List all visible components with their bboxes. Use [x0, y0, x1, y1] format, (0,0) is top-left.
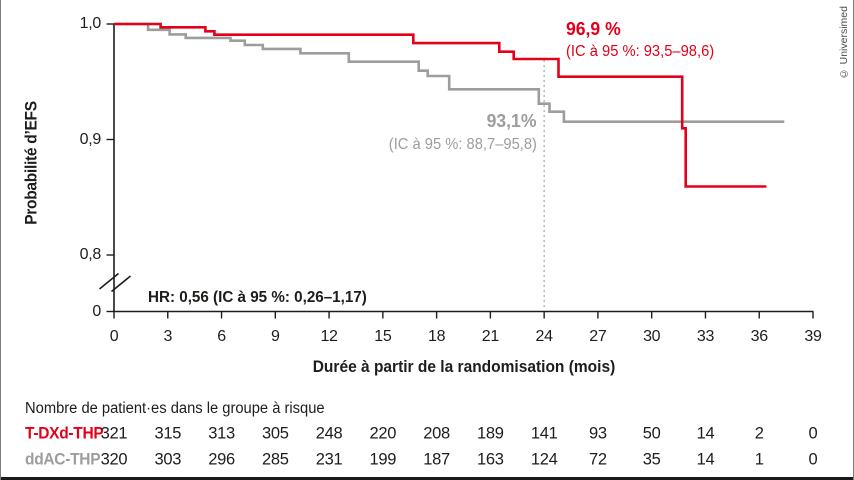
x-tick-label: 30	[643, 328, 661, 345]
risk-count: 35	[642, 450, 661, 468]
x-axis-title: Durée à partir de la randomisation (mois…	[312, 358, 616, 376]
efs-curve-ddAC-THP	[114, 22, 785, 123]
tdxd-landmark-value: 96,9 %	[566, 18, 621, 39]
x-tick-label: 39	[804, 328, 822, 345]
risk-count: 199	[369, 450, 397, 468]
copyright-watermark: © Universimed	[838, 6, 850, 80]
risk-row-label-T-DXd-THP: T-DXd-THP	[25, 424, 104, 443]
efs-curve-T-DXd-THP	[114, 22, 767, 188]
axis-break-mark	[98, 272, 120, 290]
y-axis-title-text: Probabilité d’EFS	[22, 101, 41, 225]
x-tick-label: 27	[589, 328, 607, 345]
risk-count: 0	[808, 424, 818, 443]
x-tick-label: 36	[750, 328, 769, 345]
y-tick-label: 0,8	[79, 246, 102, 263]
risk-count: 14	[696, 450, 715, 468]
risk-count: 0	[808, 450, 818, 468]
risk-count: 2	[754, 424, 764, 443]
x-tick-label: 15	[374, 328, 392, 345]
x-tick-label: 6	[217, 328, 226, 345]
y-tick-label: 1,0	[79, 15, 102, 32]
risk-count: 124	[530, 450, 558, 468]
risk-count: 285	[261, 450, 289, 468]
risk-count: 320	[100, 450, 128, 468]
risk-count: 248	[315, 424, 343, 443]
x-tick-label: 12	[320, 328, 338, 345]
risk-count: 208	[423, 424, 450, 443]
risk-count: 50	[642, 424, 661, 443]
risk-count: 231	[315, 450, 343, 468]
hazard-ratio-annotation: HR: 0,56 (IC à 95 %: 0,26–1,17)	[148, 289, 367, 306]
x-tick-label: 9	[270, 328, 280, 345]
ddac-confidence-interval: (IC à 95 %: 88,7–95,8)	[388, 136, 537, 153]
x-tick-label: 18	[428, 328, 446, 345]
risk-count: 163	[477, 450, 504, 468]
x-tick-label: 24	[535, 328, 554, 345]
bottom-edge-strip	[1, 477, 853, 480]
axis-break-mark	[110, 275, 132, 293]
x-tick-label: 0	[109, 328, 119, 345]
risk-count: 305	[261, 424, 289, 443]
risk-count: 303	[154, 450, 182, 468]
x-tick-label: 3	[163, 328, 173, 345]
risk-count: 72	[589, 450, 607, 468]
risk-count: 1	[754, 450, 764, 468]
risk-count: 220	[369, 424, 397, 443]
risk-row-label-ddAC-THP: ddAC-THP	[25, 450, 101, 468]
risk-count: 296	[208, 450, 235, 468]
risk-count: 93	[589, 424, 607, 443]
risk-table-title: Nombre de patient·es dans le groupe à ri…	[25, 400, 325, 417]
risk-count: 315	[154, 424, 182, 443]
ddac-landmark-value: 93,1%	[486, 110, 536, 131]
risk-count: 141	[530, 424, 558, 443]
x-tick-label: 33	[696, 328, 715, 345]
risk-count: 189	[477, 424, 504, 443]
tdxd-confidence-interval: (IC à 95 %: 93,5–98,6)	[566, 43, 715, 60]
risk-count: 313	[208, 424, 235, 443]
risk-count: 14	[696, 424, 715, 443]
risk-count: 187	[423, 450, 450, 468]
risk-count: 321	[100, 424, 128, 443]
y-tick-label: 0,9	[79, 130, 102, 148]
y-tick-label: 0	[92, 302, 101, 320]
x-tick-label: 21	[481, 328, 500, 345]
